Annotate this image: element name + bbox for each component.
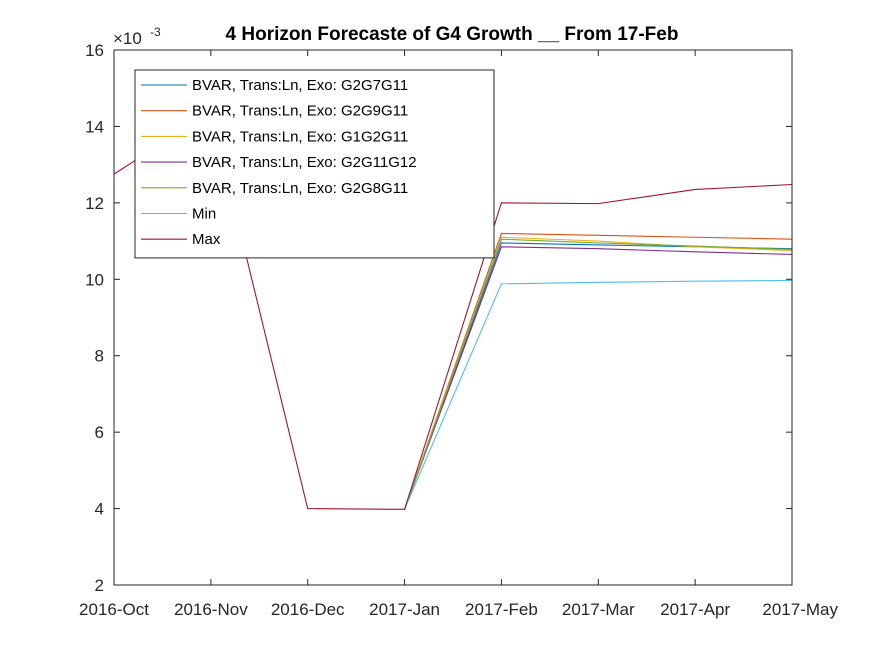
- y-exponent-base: ×10: [113, 29, 142, 48]
- y-tick-label: 14: [85, 117, 104, 136]
- y-tick-label: 4: [95, 500, 104, 519]
- legend-item: Max: [141, 231, 221, 248]
- x-tick-label: 2016-Nov: [174, 600, 248, 619]
- legend-label: BVAR, Trans:Ln, Exo: G1G2G11: [192, 128, 408, 145]
- legend-label: BVAR, Trans:Ln, Exo: G2G7G11: [192, 77, 408, 94]
- legend-label: Max: [192, 231, 221, 248]
- series-line-4: [404, 246, 792, 510]
- y-exponent-power: -3: [150, 25, 161, 39]
- x-tick-label: 2017-Mar: [562, 600, 635, 619]
- series-line-6: [404, 279, 792, 510]
- y-tick-label: 2: [95, 576, 104, 595]
- legend-item: BVAR, Trans:Ln, Exo: G1G2G11: [141, 128, 408, 145]
- x-tick-label: 2017-Jan: [369, 600, 440, 619]
- legend-label: Min: [192, 206, 216, 223]
- series-line-2: [404, 232, 792, 510]
- y-tick-label: 10: [85, 270, 104, 289]
- legend-label: BVAR, Trans:Ln, Exo: G2G9G11: [192, 103, 408, 120]
- y-tick-label: 8: [95, 347, 104, 366]
- y-tick-label: 16: [85, 41, 104, 60]
- x-axis: 2016-Oct 2016-Nov 2016-Dec 2017-Jan 2017-Feb…: [79, 50, 838, 619]
- chart-title: 4 Horizon Forecaste of G4 Growth __ From…: [226, 24, 679, 45]
- y-tick-label: 6: [95, 423, 104, 442]
- x-tick-label: 2016-Dec: [271, 600, 345, 619]
- series-line-5: [404, 238, 792, 510]
- legend-item: Min: [141, 206, 216, 223]
- legend-item: BVAR, Trans:Ln, Exo: G2G8G11: [141, 180, 408, 197]
- legend-item: BVAR, Trans:Ln, Exo: G2G11G12: [141, 154, 417, 171]
- x-tick-label: 2017-May: [762, 600, 838, 619]
- legend-item: BVAR, Trans:Ln, Exo: G2G7G11: [141, 77, 408, 94]
- x-tick-label: 2017-Apr: [660, 600, 730, 619]
- legend-item: BVAR, Trans:Ln, Exo: G2G9G11: [141, 103, 408, 120]
- y-axis: 2 4 6 8 10 12 14 16: [85, 41, 792, 595]
- legend-label: BVAR, Trans:Ln, Exo: G2G8G11: [192, 180, 408, 197]
- legend: BVAR, Trans:Ln, Exo: G2G7G11 BVAR, Trans:…: [134, 69, 495, 259]
- legend-label: BVAR, Trans:Ln, Exo: G2G11G12: [192, 154, 417, 171]
- y-tick-label: 12: [85, 194, 104, 213]
- series-line-1: [404, 242, 792, 510]
- x-tick-label: 2017-Feb: [465, 600, 538, 619]
- axes-box: [113, 49, 793, 586]
- legend-box: [134, 69, 495, 259]
- x-tick-label: 2016-Oct: [79, 600, 149, 619]
